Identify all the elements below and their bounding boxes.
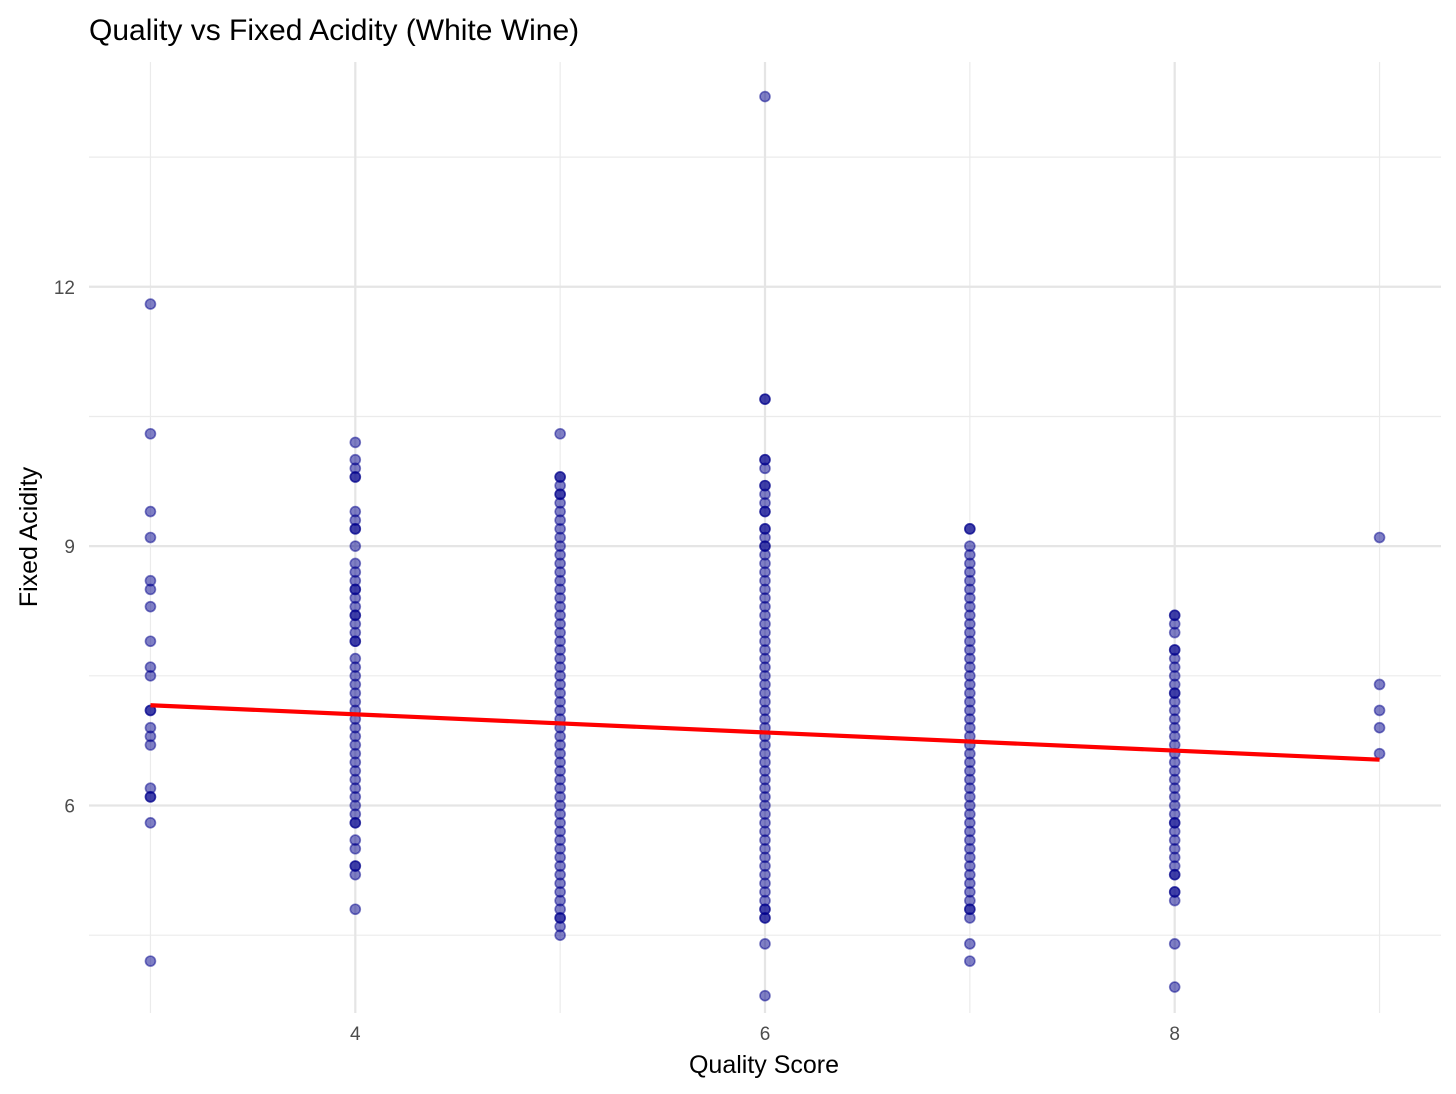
data-point bbox=[349, 635, 362, 648]
data-point bbox=[759, 462, 771, 475]
data-point bbox=[554, 427, 566, 440]
chart-title: Quality vs Fixed Acidity (White Wine) bbox=[89, 14, 579, 47]
y-tick-label: 9 bbox=[64, 537, 75, 558]
data-point bbox=[144, 427, 157, 440]
data-point bbox=[349, 471, 362, 483]
data-point bbox=[144, 670, 157, 682]
data-point bbox=[349, 540, 362, 552]
y-tick-label: 12 bbox=[54, 278, 75, 299]
data-point bbox=[554, 929, 566, 941]
data-point bbox=[759, 938, 771, 950]
data-point bbox=[1168, 894, 1181, 907]
data-point bbox=[964, 912, 976, 924]
data-point bbox=[144, 791, 157, 803]
data-point bbox=[1168, 626, 1181, 639]
data-point bbox=[1373, 678, 1386, 691]
data-points bbox=[144, 90, 1386, 1002]
data-point bbox=[759, 912, 771, 924]
data-point bbox=[144, 505, 157, 518]
data-point bbox=[144, 635, 157, 648]
data-point bbox=[759, 505, 771, 518]
x-tick-label: 6 bbox=[760, 1024, 771, 1045]
data-point bbox=[1168, 981, 1181, 993]
x-tick-label: 4 bbox=[350, 1024, 361, 1045]
data-point bbox=[144, 955, 157, 967]
data-point bbox=[1373, 747, 1386, 760]
data-point bbox=[349, 436, 362, 449]
data-point bbox=[144, 531, 157, 544]
x-axis-title: Quality Score bbox=[689, 1051, 839, 1079]
data-point bbox=[349, 842, 362, 855]
data-point bbox=[759, 989, 771, 1002]
data-point bbox=[144, 739, 157, 751]
data-point bbox=[964, 955, 976, 967]
data-point bbox=[1373, 531, 1386, 544]
y-axis-title: Fixed Acidity bbox=[15, 466, 43, 607]
data-point bbox=[1373, 721, 1386, 734]
data-point bbox=[349, 816, 362, 829]
data-point bbox=[349, 868, 362, 881]
data-point bbox=[759, 90, 771, 103]
data-point bbox=[759, 393, 771, 405]
y-tick-labels: 6 9 12 bbox=[54, 278, 75, 818]
data-point bbox=[1168, 938, 1181, 950]
data-point bbox=[1373, 704, 1386, 717]
data-point bbox=[144, 298, 157, 310]
data-point bbox=[964, 938, 976, 950]
data-point bbox=[144, 583, 157, 596]
data-point bbox=[144, 600, 157, 613]
data-point bbox=[964, 523, 976, 535]
y-tick-label: 6 bbox=[64, 797, 75, 818]
data-point bbox=[349, 523, 362, 535]
trend-line bbox=[150, 703, 1380, 762]
data-point bbox=[349, 903, 362, 916]
data-point bbox=[144, 816, 157, 829]
data-point bbox=[1168, 868, 1181, 881]
trend-line-group bbox=[150, 703, 1380, 762]
x-tick-label: 8 bbox=[1169, 1024, 1180, 1045]
x-tick-labels: 4 6 8 bbox=[350, 1024, 1180, 1045]
